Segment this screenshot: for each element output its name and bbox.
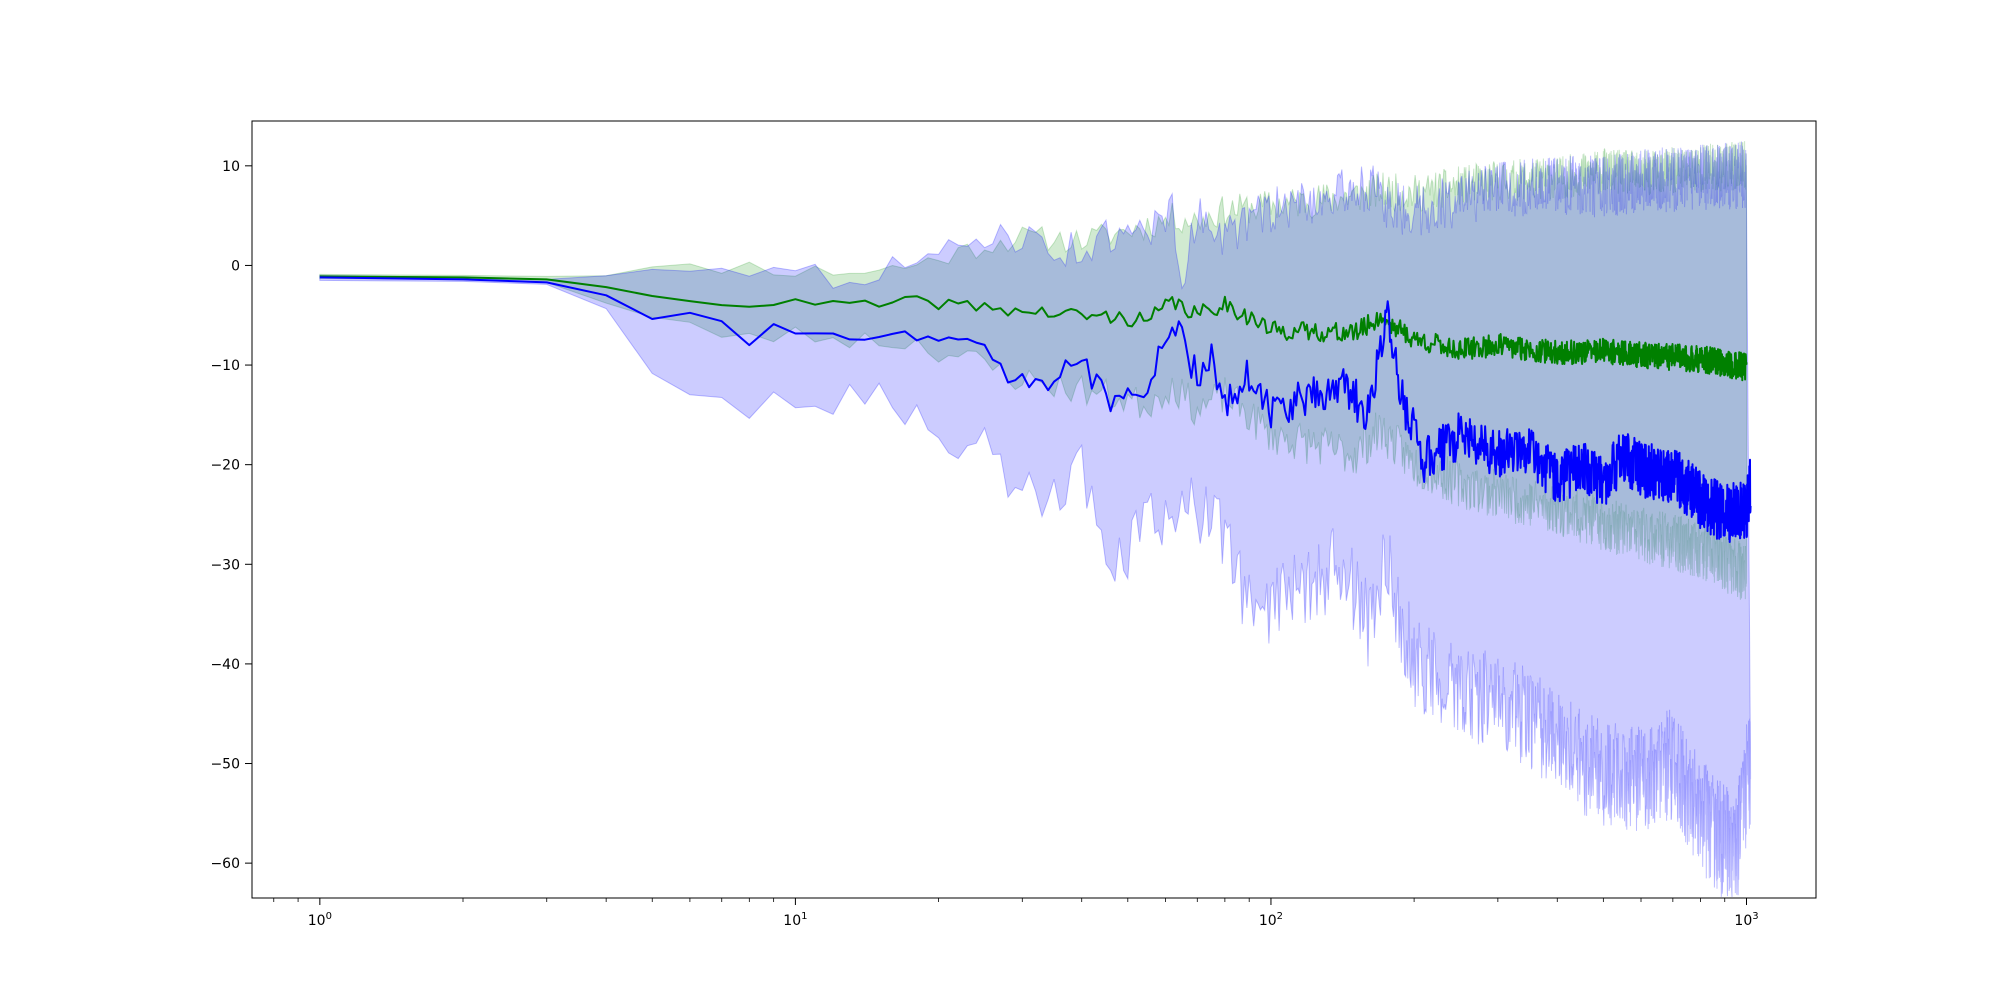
line-series-1 [319,275,1748,382]
x-tick-label: 100 [308,911,332,929]
x-tick-exponent: 2 [1277,911,1283,922]
y-tick-label: −40 [210,657,240,673]
series-lines [319,275,1752,543]
x-tick-base: 10 [1734,913,1752,929]
y-tick-label: −50 [210,757,240,773]
x-tick-base: 10 [783,913,801,929]
plot-frame [251,120,1817,899]
x-tick-exponent: 3 [1752,911,1758,922]
x-tick-label: 103 [1734,911,1758,929]
y-tick-label: 10 [222,159,240,175]
y-tick-label: −60 [210,856,240,872]
x-tick-base: 10 [308,913,326,929]
x-tick-label: 102 [1259,911,1283,929]
x-tick-exponent: 1 [801,911,807,922]
y-axis: 10 0 −10 −20 −30 −40 −50 −60 [210,159,252,872]
x-tick-label: 101 [783,911,807,929]
plot-background [252,121,1816,898]
line-series-2 [319,276,1752,543]
x-tick-base: 10 [1259,913,1277,929]
y-tick-label: 0 [231,258,240,274]
x-axis: 100 101 102 103 [273,898,1759,929]
y-tick-label: −20 [210,458,240,474]
band-series-1 [319,141,1747,600]
y-tick-label: −30 [210,557,240,573]
x-tick-exponent: 0 [326,911,332,922]
y-tick-label: −10 [210,358,240,374]
